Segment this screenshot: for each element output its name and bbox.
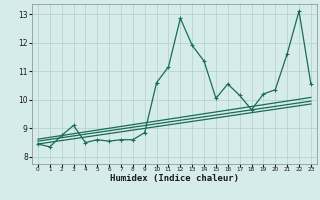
X-axis label: Humidex (Indice chaleur): Humidex (Indice chaleur) bbox=[110, 174, 239, 183]
